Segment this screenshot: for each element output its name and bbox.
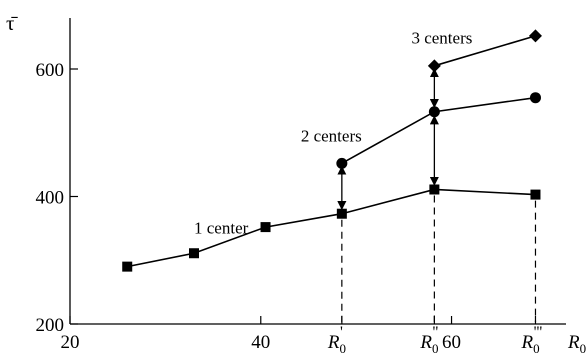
y-tick-label: 400 [36,188,65,209]
y-tick-label: 600 [36,60,65,81]
square-marker [122,261,133,272]
special-x-label: R0''' [520,324,542,356]
special-x-label-prime: ''' [534,324,543,341]
special-x-label-base: R [520,332,533,353]
special-x-label-prime: ' [340,324,343,341]
double-arrows [337,68,439,211]
circle-marker [529,92,541,104]
axes: 200 400 600 20 40 60 [36,18,566,353]
series-annotation: 3 centers [411,29,472,48]
diamond-marker [528,29,542,43]
special-x-label-base: R [419,332,432,353]
special-x-label-sub: 0 [339,341,346,356]
special-x-label-prime: '' [432,324,438,341]
series-line [127,188,536,268]
square-marker [429,184,440,195]
series-line [341,96,536,165]
special-x-label-sub: 0 [533,341,540,356]
y-tick-label: 200 [36,315,65,336]
y-axis-title: τ̄ [6,11,18,35]
square-marker [189,248,199,259]
series-group [122,29,542,272]
x-axis-title-sub: 0 [580,341,586,356]
series-line [434,35,536,67]
x-tick-label: 40 [251,332,270,353]
series-annotation: 2 centers [301,127,362,146]
dashed-drop-lines [341,195,537,322]
special-x-label-sub: 0 [432,341,439,356]
x-tick-label: 60 [442,332,461,353]
circle-marker [428,106,440,118]
square-marker [530,189,541,200]
x-axis-title-base: R [567,332,580,353]
special-x-label: R0' [327,324,346,356]
square-marker [336,208,347,219]
special-x-label-base: R [327,332,340,353]
series-annotation: 1 center [194,218,249,237]
special-x-label: R0'' [419,324,438,356]
square-marker [260,222,271,233]
x-axis-title: R0 [567,332,586,356]
x-tick-label: 20 [61,332,80,353]
